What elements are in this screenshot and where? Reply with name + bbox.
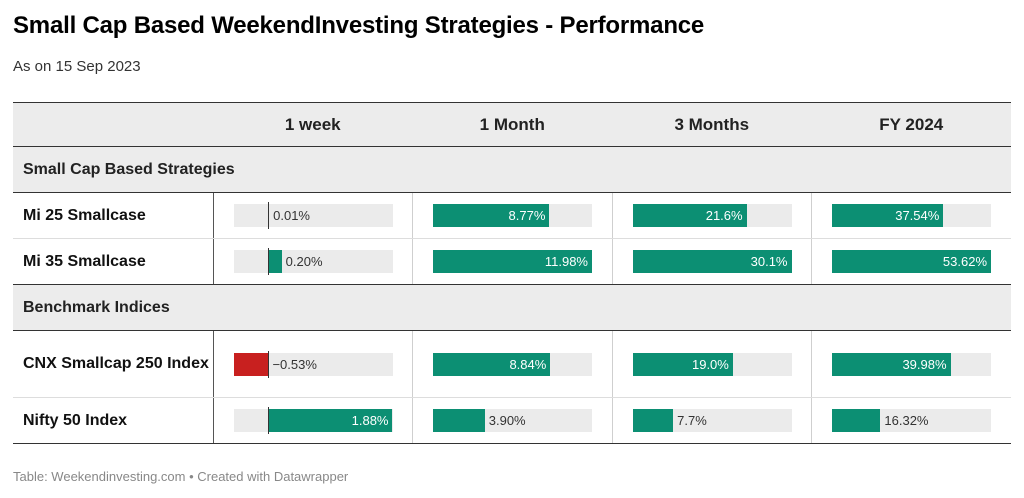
header-1-month: 1 Month bbox=[412, 102, 612, 147]
bar-mark bbox=[632, 204, 747, 227]
bar-mark bbox=[233, 352, 269, 376]
bar-cell: 0.20% bbox=[213, 238, 413, 285]
bar-track: 0.20% bbox=[233, 248, 393, 275]
bar-mark bbox=[832, 204, 944, 227]
bar-cell: 0.01% bbox=[213, 192, 413, 239]
bar-cell: 30.1% bbox=[612, 238, 812, 285]
group-row-benchmark-indices: Benchmark Indices bbox=[13, 284, 1011, 331]
data-label: 53.62% bbox=[942, 254, 987, 269]
table-row: Mi 35 Smallcase 0.20% 11.98% 30.1% 53.62… bbox=[13, 238, 1011, 285]
bar-cell: 7.7% bbox=[612, 397, 812, 444]
bar-cell: 3.90% bbox=[412, 397, 613, 444]
row-name: Nifty 50 Index bbox=[13, 397, 214, 444]
data-label: 21.6% bbox=[705, 208, 743, 223]
header-fy-2024: FY 2024 bbox=[811, 102, 1011, 147]
chart-title: Small Cap Based WeekendInvesting Strateg… bbox=[13, 12, 705, 39]
group-label: Small Cap Based Strategies bbox=[13, 146, 1011, 193]
bar-track: 7.7% bbox=[632, 409, 792, 432]
bar-cell: −0.53% bbox=[213, 330, 413, 398]
data-label: 30.1% bbox=[750, 254, 788, 269]
bar-cell: 53.62% bbox=[811, 238, 1011, 285]
bar-mark bbox=[632, 250, 792, 273]
bar-track: 8.84% bbox=[433, 352, 592, 376]
bar-cell: 8.84% bbox=[412, 330, 613, 398]
bar-cell: 39.98% bbox=[811, 330, 1011, 398]
data-label: −0.53% bbox=[272, 356, 317, 372]
data-label: 39.98% bbox=[902, 356, 947, 372]
bar-mark bbox=[268, 409, 393, 432]
bar-track: 39.98% bbox=[832, 352, 991, 376]
bar-cell: 8.77% bbox=[412, 192, 613, 239]
data-label: 0.20% bbox=[285, 254, 323, 269]
bar-cell: 1.88% bbox=[213, 397, 413, 444]
bar-track: 11.98% bbox=[433, 250, 592, 273]
bar-track: 37.54% bbox=[832, 204, 991, 227]
bar-mark bbox=[433, 352, 551, 376]
performance-table: 1 week 1 Month 3 Months FY 2024 Small Ca… bbox=[13, 102, 1011, 444]
bar-track: 19.0% bbox=[632, 352, 792, 376]
chart-subtitle: As on 15 Sep 2023 bbox=[13, 58, 141, 75]
zero-line bbox=[268, 248, 270, 275]
zero-line bbox=[268, 350, 270, 378]
bar-mark bbox=[832, 409, 881, 432]
bar-track: 53.62% bbox=[832, 250, 991, 273]
header-row: 1 week 1 Month 3 Months FY 2024 bbox=[13, 102, 1011, 147]
bar-track: 3.90% bbox=[433, 409, 592, 432]
header-1-week: 1 week bbox=[213, 102, 413, 147]
bar-cell: 21.6% bbox=[612, 192, 812, 239]
bar-cell: 19.0% bbox=[612, 330, 812, 398]
data-label: 8.77% bbox=[508, 208, 546, 223]
header-name bbox=[13, 102, 213, 147]
bar-mark bbox=[433, 204, 550, 227]
data-label: 8.84% bbox=[509, 356, 547, 372]
data-label: 3.90% bbox=[488, 413, 526, 428]
data-label: 16.32% bbox=[884, 413, 929, 428]
bar-mark bbox=[433, 409, 485, 432]
data-label: 0.01% bbox=[273, 208, 310, 223]
bar-cell: 37.54% bbox=[811, 192, 1011, 239]
row-name: Mi 25 Smallcase bbox=[13, 192, 214, 239]
bar-mark bbox=[433, 250, 592, 273]
zero-line bbox=[268, 407, 270, 434]
bar-track: 21.6% bbox=[632, 204, 792, 227]
row-name: Mi 35 Smallcase bbox=[13, 238, 214, 285]
group-row-small-cap-strategies: Small Cap Based Strategies bbox=[13, 146, 1011, 193]
data-label: 19.0% bbox=[691, 356, 729, 372]
bar-mark bbox=[632, 409, 674, 432]
bar-cell: 11.98% bbox=[412, 238, 613, 285]
bar-track: 30.1% bbox=[632, 250, 792, 273]
bar-track: 0.01% bbox=[233, 202, 393, 229]
bar-mark bbox=[632, 352, 733, 376]
bar-cell: 16.32% bbox=[811, 397, 1011, 444]
zero-line bbox=[268, 202, 270, 229]
bar-track: 16.32% bbox=[832, 409, 991, 432]
bar-mark bbox=[832, 352, 951, 376]
bar-mark bbox=[268, 250, 282, 273]
table-row: Nifty 50 Index 1.88% 3.90% 7.7% 16.32% bbox=[13, 397, 1011, 444]
row-name: CNX Smallcap 250 Index bbox=[13, 330, 214, 398]
header-3-months: 3 Months bbox=[612, 102, 812, 147]
table-row: Mi 25 Smallcase 0.01% 8.77% 21.6% 37.54% bbox=[13, 192, 1011, 239]
data-label: 37.54% bbox=[895, 208, 940, 223]
footer-credit: Table: Weekendinvesting.com • Created wi… bbox=[13, 469, 349, 484]
data-label: 7.7% bbox=[677, 413, 707, 428]
bar-track: 8.77% bbox=[433, 204, 592, 227]
bar-track: 1.88% bbox=[233, 407, 393, 434]
group-label: Benchmark Indices bbox=[13, 284, 1011, 331]
bar-mark bbox=[832, 250, 991, 273]
bar-track: −0.53% bbox=[233, 350, 393, 378]
data-label: 1.88% bbox=[351, 413, 389, 428]
data-label: 11.98% bbox=[544, 254, 588, 269]
table-row: CNX Smallcap 250 Index −0.53% 8.84% 19.0… bbox=[13, 330, 1011, 398]
